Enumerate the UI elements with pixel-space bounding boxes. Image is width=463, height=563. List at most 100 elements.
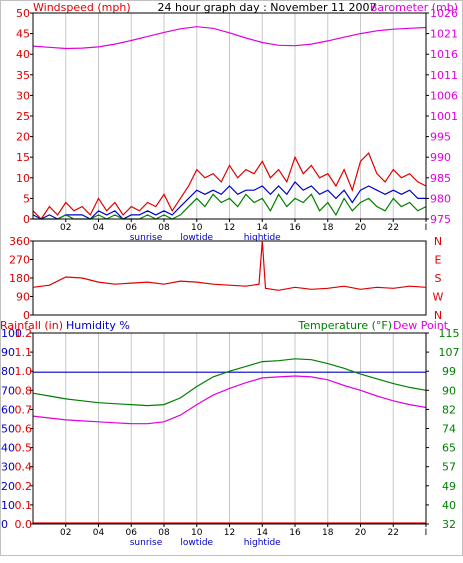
barometer-tick-label: 1001 [430, 110, 458, 123]
temp-x-tick-label: 06 [126, 528, 138, 538]
direction-panel-frame [32, 240, 427, 316]
temperature-tick-label: 115 [439, 327, 460, 340]
temperature-tick-label: 57 [442, 461, 456, 474]
humidity-tick-label: 20 [1, 480, 15, 493]
temperature-tick-label: 99 [442, 365, 456, 378]
temperature-tick-label: 90 [442, 384, 456, 397]
temperature-tick-label: 107 [439, 346, 460, 359]
wind-series-line-3 [33, 193, 427, 220]
rainfall-tick-label: 0.5 [15, 442, 33, 455]
wind-x-tick-label: 12 [224, 223, 235, 233]
direction-tick-label: 360 [9, 235, 30, 248]
compass-label: N [434, 235, 442, 248]
temp-x-tick-label: I [425, 528, 428, 538]
barometer-tick-label: 1006 [430, 89, 458, 102]
humidity-tick-label: 60 [1, 403, 15, 416]
barometer-tick-label: 975 [430, 213, 451, 226]
temp-series-line-3 [32, 375, 427, 425]
direction-tick-label: 270 [9, 254, 30, 267]
wind-x-tick-label: 08 [158, 223, 170, 233]
temp-x-tick-label: 16 [289, 528, 301, 538]
temp-x-event-hightide: hightide [244, 538, 281, 548]
humidity-tick-label: 40 [1, 442, 15, 455]
windspeed-tick-label: 5 [23, 192, 30, 205]
direction-tick-label: 0 [23, 309, 30, 322]
barometer-tick-label: 1021 [430, 28, 458, 41]
humidity-tick-label: 30 [1, 461, 15, 474]
wind-x-tick-label: 14 [257, 223, 269, 233]
compass-label: S [435, 272, 442, 285]
wind-x-event-lowtide: lowtide [180, 233, 213, 243]
humidity-tick-label: 100 [1, 327, 22, 340]
temperature-axis-title: Temperature (°F) [297, 319, 392, 332]
temp-x-tick-label: 08 [158, 528, 170, 538]
windspeed-tick-label: 20 [16, 131, 30, 144]
humidity-tick-label: 90 [1, 346, 15, 359]
wind-x-tick-label: I [425, 223, 428, 233]
windspeed-tick-label: 40 [16, 48, 30, 61]
rainfall-axis-title: Rainfall (in) [0, 319, 63, 332]
temperature-tick-label: 40 [442, 499, 456, 512]
rainfall-tick-label: 0.8 [15, 384, 33, 397]
barometer-axis-title: Barometer (mb) [370, 1, 458, 14]
wind-panel-series [32, 26, 427, 220]
direction-tick-label: 180 [9, 272, 30, 285]
direction-series-line-0 [32, 240, 427, 291]
wind-panel-axes: 0 5 10 15 20 25 30 35 40 45 50 975 980 985 990 995 1001 1… [16, 7, 458, 226]
humidity-tick-label: 50 [1, 423, 15, 436]
temp-x-tick-label: 04 [93, 528, 105, 538]
temp-panel-axes: 0 10 20 30 40 50 60 70 80 90 100 0.0 0.1 0.2 0.4 0.5 0.6… [1, 327, 460, 531]
barometer-tick-label: 1016 [430, 48, 458, 61]
dewpoint-axis-title: Dew Point [393, 319, 449, 332]
compass-label: N [434, 309, 442, 322]
wind-x-tick-label: 16 [289, 223, 301, 233]
rainfall-tick-label: 0.2 [15, 480, 33, 493]
windspeed-tick-label: 25 [16, 110, 30, 123]
humidity-tick-label: 70 [1, 384, 15, 397]
temperature-tick-label: 82 [442, 403, 456, 416]
barometer-tick-label: 1011 [430, 69, 458, 82]
temp-x-tick-label: 02 [60, 528, 71, 538]
wind-x-tick-label: 20 [355, 223, 367, 233]
barometer-tick-label: 1026 [430, 7, 458, 20]
barometer-tick-label: 985 [430, 172, 451, 185]
rainfall-tick-label: 0.1 [15, 499, 33, 512]
compass-label: E [435, 254, 442, 267]
chart-title: 24 hour graph day : November 11 2007 [157, 1, 376, 14]
windspeed-tick-label: 30 [16, 89, 30, 102]
wind-x-event-sunrise: sunrise [130, 233, 163, 243]
wind-x-event-hightide: hightide [244, 233, 281, 243]
temp-x-event-lowtide: lowtide [180, 538, 213, 548]
rainfall-tick-label: 0.4 [15, 461, 33, 474]
windspeed-tick-label: 50 [16, 7, 30, 20]
humidity-tick-label: 0 [1, 518, 8, 531]
rainfall-tick-label: 1.0 [15, 365, 33, 378]
humidity-axis-title: Humidity % [66, 319, 130, 332]
temp-x-event-sunrise: sunrise [130, 538, 163, 548]
windspeed-tick-label: 0 [23, 213, 30, 226]
wind-x-tick-label: 10 [191, 223, 203, 233]
windspeed-axis-title: Windspeed (mph) [33, 1, 131, 14]
windspeed-tick-label: 10 [16, 172, 30, 185]
wind-x-tick-label: 22 [388, 223, 399, 233]
temperature-tick-label: 65 [442, 442, 456, 455]
temperature-tick-label: 49 [442, 480, 456, 493]
humidity-tick-label: 80 [1, 365, 15, 378]
wind-x-tick-label: 04 [93, 223, 105, 233]
temp-x-tick-label: 12 [224, 528, 235, 538]
temp-x-tick-label: 18 [322, 528, 334, 538]
wind-x-tick-label: 06 [126, 223, 138, 233]
rainfall-tick-label: 0.7 [15, 403, 33, 416]
humidity-tick-label: 10 [1, 499, 15, 512]
wind-series-line-1 [32, 152, 427, 220]
temp-x-tick-label: 14 [257, 528, 269, 538]
rainfall-tick-label: 0.0 [15, 518, 33, 531]
temp-series-line-2 [32, 358, 427, 407]
wind-series-line-0 [32, 26, 427, 50]
direction-tick-label: 90 [16, 291, 30, 304]
rainfall-tick-label: 1.1 [15, 346, 33, 359]
barometer-tick-label: 995 [430, 131, 451, 144]
